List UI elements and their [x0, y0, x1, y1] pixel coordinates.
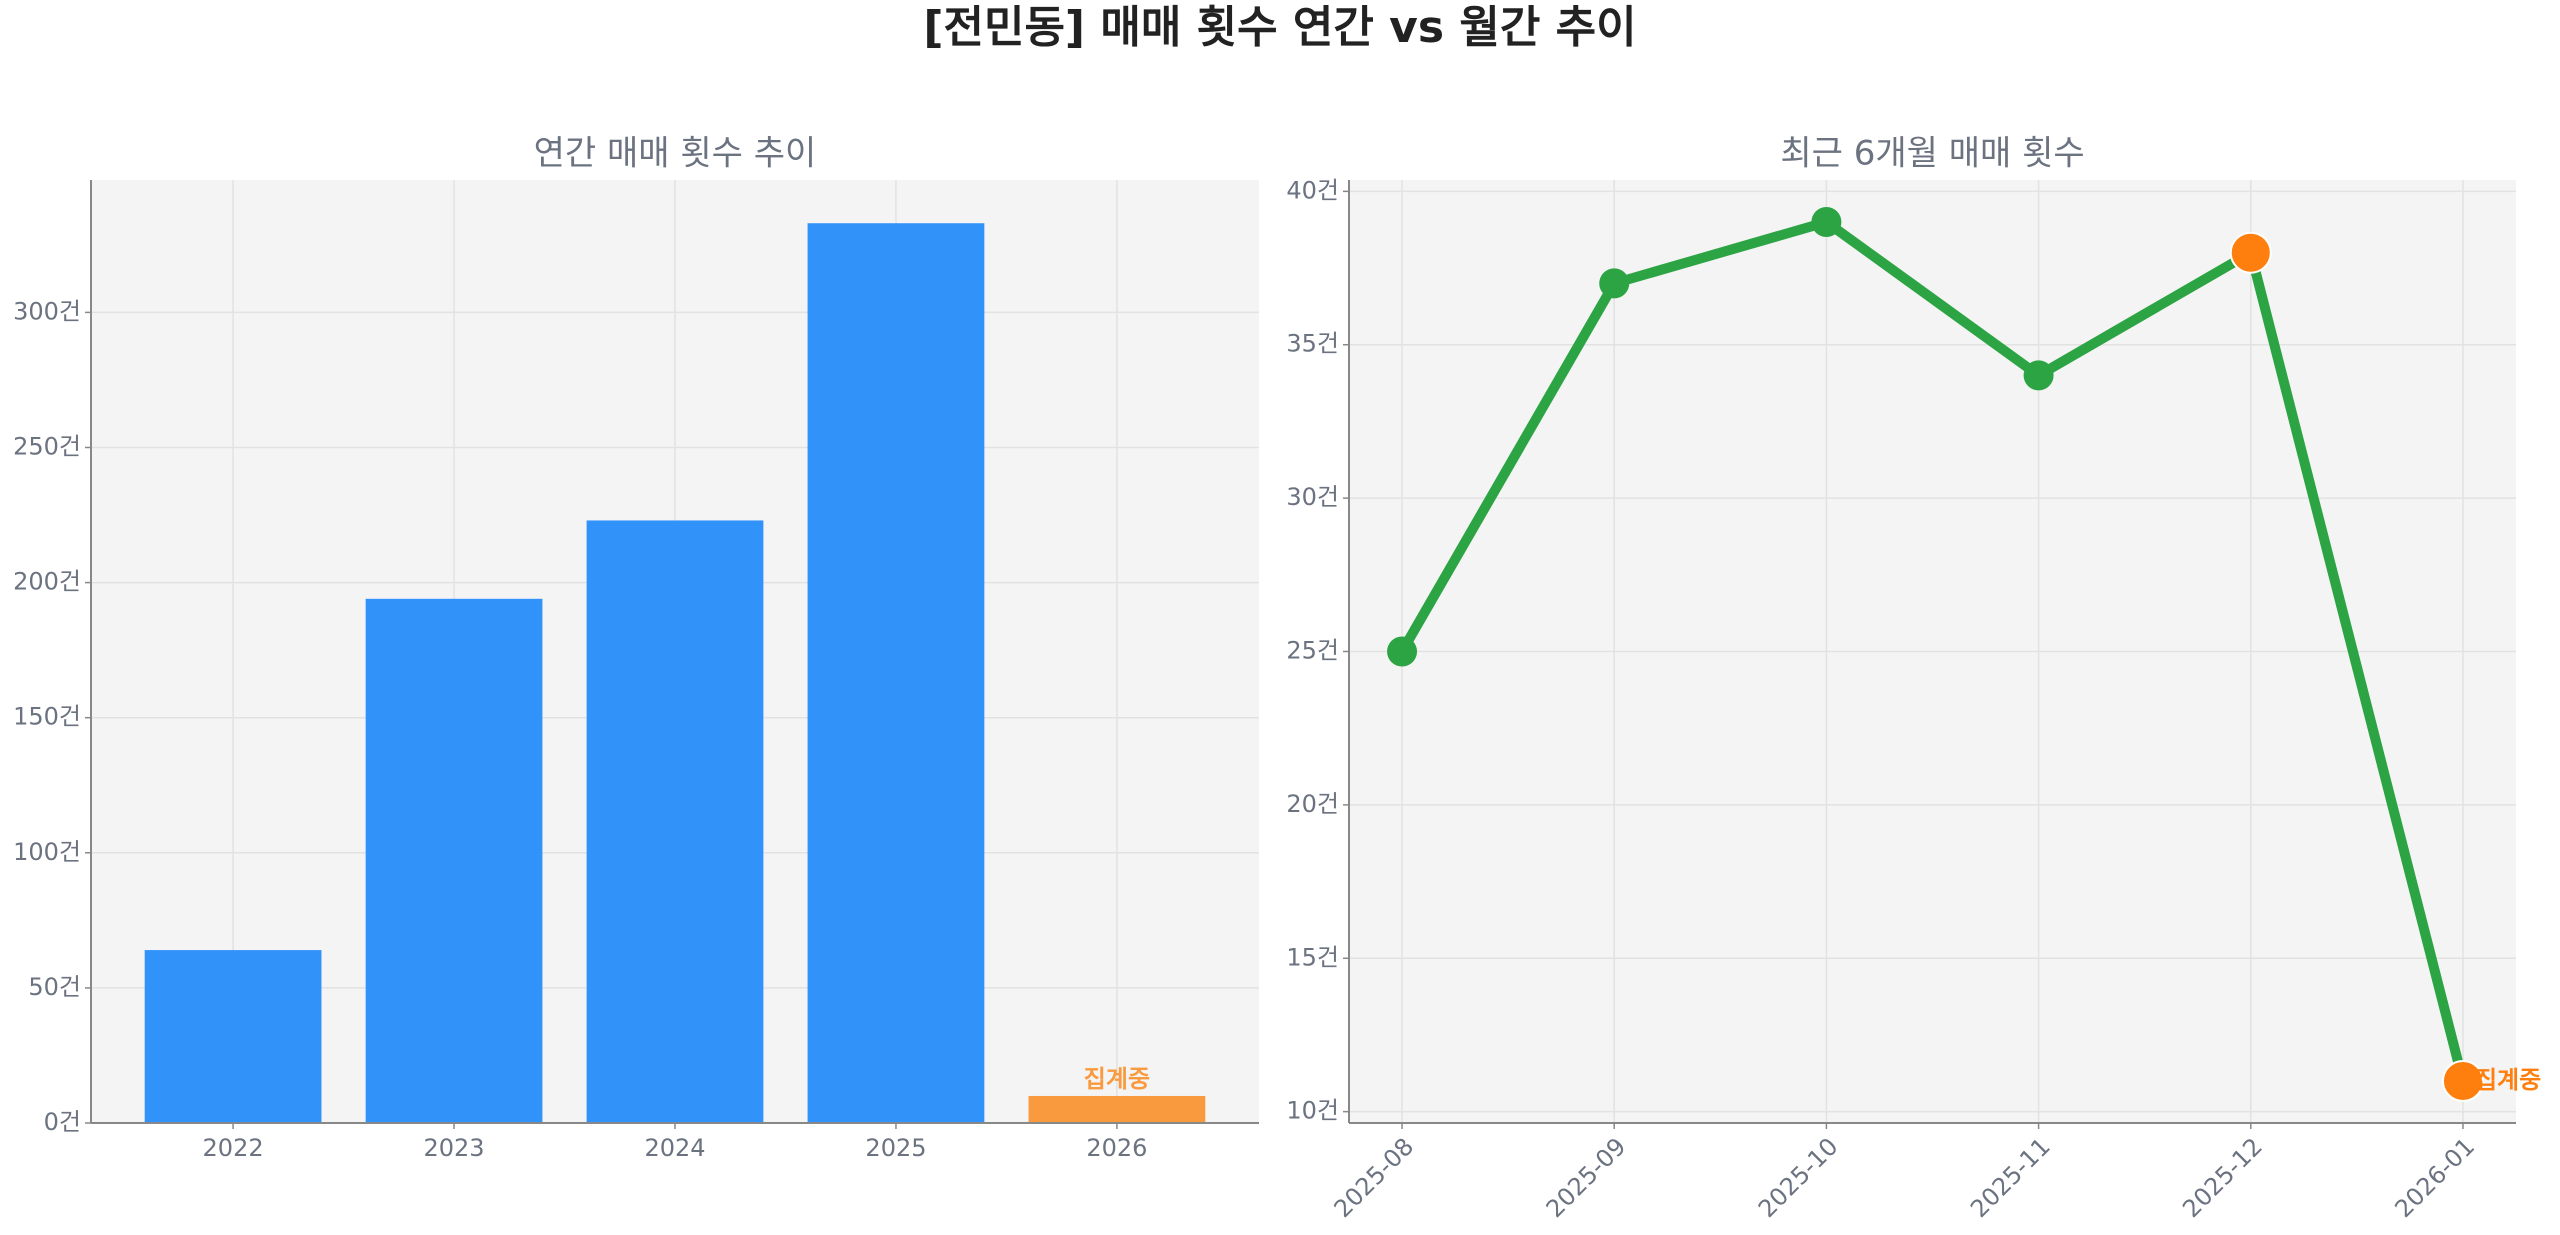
- x-tick-label: 2025-08: [1329, 1132, 1420, 1223]
- y-tick-label: 35건: [1286, 330, 1339, 358]
- y-tick-label: 40건: [1286, 176, 1339, 204]
- x-tick-label: 2024: [644, 1134, 705, 1162]
- marker: [1599, 268, 1630, 299]
- y-tick-label: 25건: [1286, 637, 1339, 665]
- marker: [2229, 231, 2272, 274]
- y-tick-label: 0건: [44, 1108, 81, 1136]
- subplot-title: 연간 매매 횟수 추이: [534, 134, 817, 174]
- annotation: 집계중: [2475, 1066, 2541, 1094]
- x-tick-label: 2025: [865, 1134, 926, 1162]
- x-tick-label: 2022: [203, 1134, 264, 1162]
- y-tick-label: 20건: [1286, 790, 1339, 818]
- x-tick-label: 2025-09: [1541, 1132, 1632, 1223]
- y-tick-label: 150건: [13, 703, 81, 731]
- subplot-title: 최근 6개월 매매 횟수: [1780, 134, 2084, 174]
- y-tick-label: 250건: [13, 432, 81, 460]
- line: [1397, 217, 2468, 1083]
- x-tick-label: 2025-12: [2177, 1132, 2268, 1223]
- bar: [144, 950, 322, 1123]
- marker: [2441, 1059, 2484, 1102]
- y-tick-label: 30건: [1286, 483, 1339, 511]
- marker: [1387, 636, 1418, 667]
- bar: [807, 223, 985, 1124]
- x-tick-label: 2025-11: [1965, 1132, 2056, 1223]
- x-tick-label: 2023: [423, 1134, 484, 1162]
- annotation: 집계중: [1084, 1065, 1150, 1093]
- y-tick-label: 300건: [13, 297, 81, 325]
- y-tick-label: 100건: [13, 838, 81, 866]
- x-tick-label: 2026: [1086, 1134, 1147, 1162]
- marker: [2023, 360, 2054, 391]
- y-tick-label: 50건: [28, 973, 81, 1001]
- bar: [365, 598, 543, 1123]
- y-tick-label: 200건: [13, 568, 81, 596]
- bar: [1028, 1095, 1206, 1123]
- x-tick-label: 2025-10: [1753, 1132, 1844, 1223]
- y-tick-label: 10건: [1286, 1097, 1339, 1125]
- marker: [1811, 207, 1842, 238]
- bar: [586, 520, 764, 1123]
- x-tick-label: 2026-01: [2389, 1132, 2480, 1223]
- figure-title: [전민동] 매매 횟수 연간 vs 월간 추이: [923, 2, 1636, 53]
- y-tick-label: 15건: [1286, 943, 1339, 971]
